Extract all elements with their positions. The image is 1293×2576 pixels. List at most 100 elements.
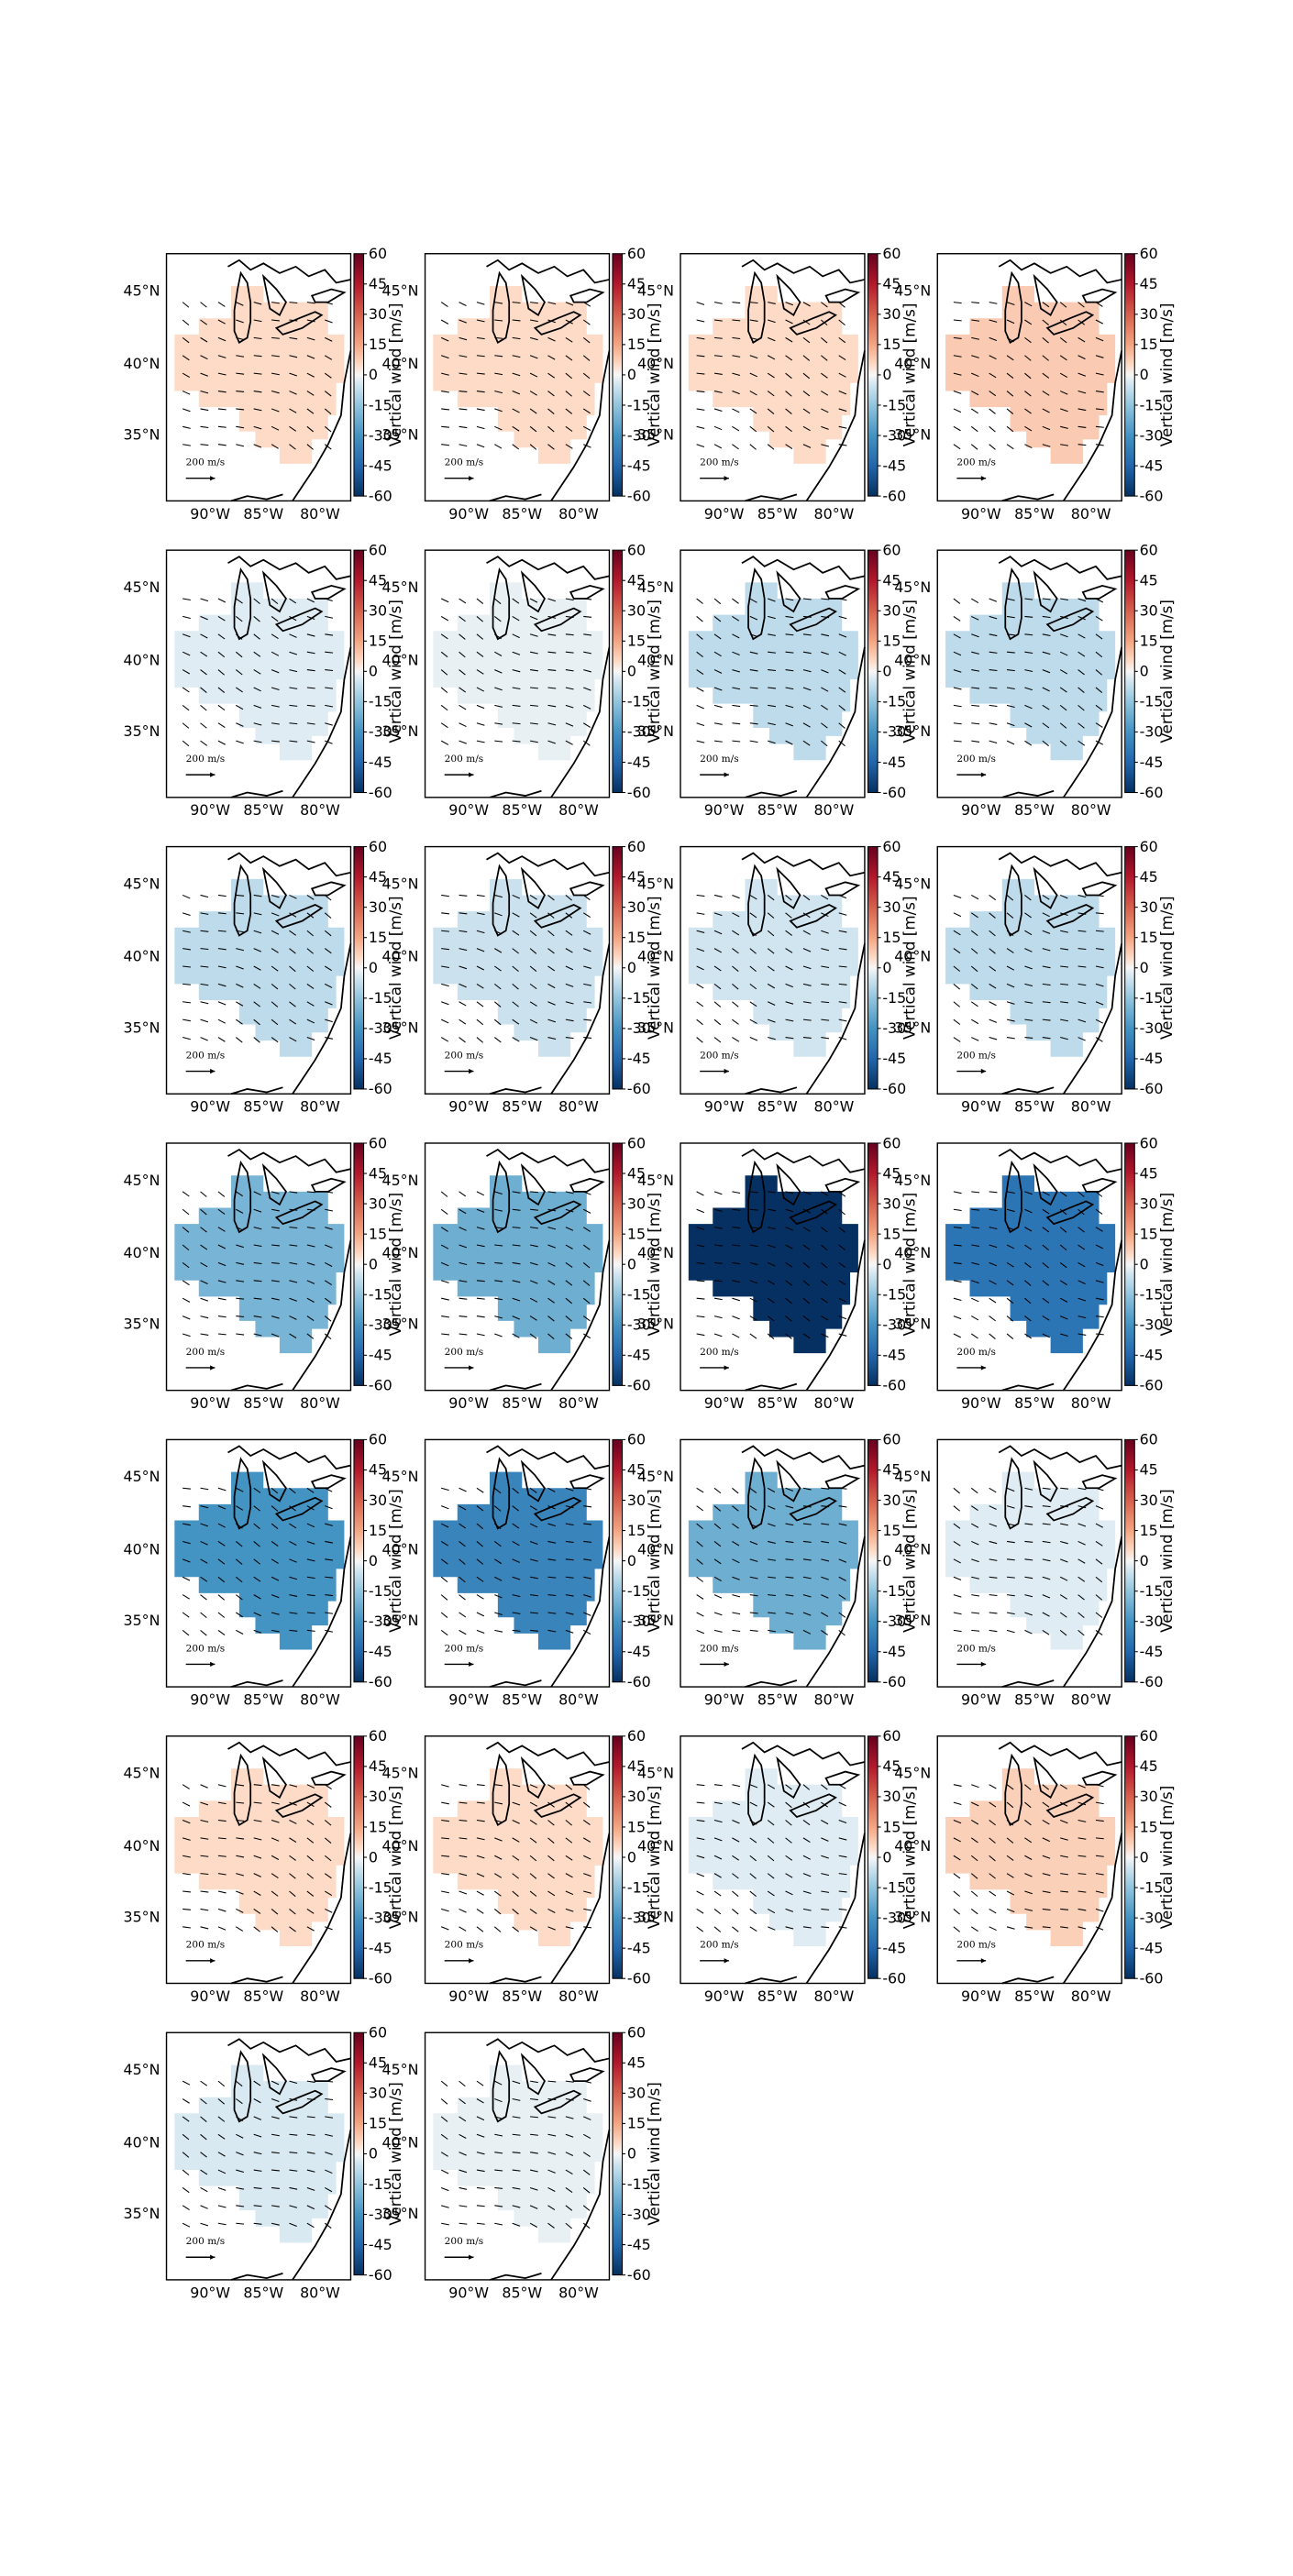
wind-arrow <box>547 372 556 379</box>
colorbar-tick-label: -30 <box>1140 1909 1164 1926</box>
colorbar-tick-label: -60 <box>882 1377 906 1394</box>
wind-arrow <box>289 1558 297 1563</box>
coastline <box>492 270 511 344</box>
wind-arrow <box>802 1262 811 1269</box>
lon-label: 90°W <box>190 2284 230 2301</box>
wind-arrow <box>200 2186 208 2193</box>
wind-arrow <box>529 1784 538 1789</box>
coastline <box>274 1496 324 1522</box>
wind-arrow <box>565 598 574 601</box>
wind-arrow <box>713 1541 722 1547</box>
reference-arrowhead <box>469 476 474 481</box>
colorbar <box>867 549 879 794</box>
wind-arrow <box>253 1612 261 1617</box>
colorbar-tick-label: -30 <box>627 1909 651 1926</box>
wind-arrow <box>971 1523 979 1528</box>
wind-arrow <box>732 1873 739 1879</box>
colorbar-label: Vertical wind [m/s] <box>901 1489 919 1633</box>
wind-arrow <box>200 687 207 693</box>
wind-arrow <box>565 2169 573 2175</box>
colorbar-tick-label: -60 <box>627 1080 651 1097</box>
wind-arrow <box>200 1208 207 1216</box>
wind-arrow <box>494 1541 502 1547</box>
wind-arrow <box>696 1890 704 1896</box>
lon-label: 85°W <box>1014 1098 1055 1116</box>
wind-arrow <box>529 615 538 621</box>
lon-label: 80°W <box>814 1394 855 1412</box>
wind-arrow <box>271 2205 280 2207</box>
reference-arrowhead <box>724 476 729 481</box>
wind-arrow <box>1095 1333 1104 1336</box>
map-frame <box>165 845 352 1095</box>
wind-arrow <box>494 2098 503 2103</box>
wind-arrow <box>459 1001 467 1007</box>
wind-arrow <box>1078 948 1087 951</box>
wind-arrow <box>200 2116 207 2122</box>
wind-arrow <box>200 355 208 360</box>
wind-arrow <box>1095 633 1103 640</box>
wind-arrow <box>821 983 830 985</box>
coastline <box>310 2067 347 2083</box>
wind-arrow <box>236 2098 243 2105</box>
coastline <box>520 1756 546 1800</box>
wind-arrow <box>547 1244 556 1249</box>
coastline <box>569 1770 605 1786</box>
coastline <box>274 2089 324 2115</box>
colorbar-tick-label: 15 <box>882 1522 901 1539</box>
wind-arrow <box>547 1558 557 1561</box>
coastline <box>1001 789 1055 798</box>
wind-arrow <box>271 372 280 376</box>
lat-label: 35°N <box>637 425 674 443</box>
wind-arrow <box>459 2116 467 2122</box>
wind-arrow <box>253 1505 260 1512</box>
wind-arrow <box>324 425 332 433</box>
lon-label: 90°W <box>961 1987 1001 2005</box>
map-frame <box>165 2031 352 2281</box>
wind-arrow <box>582 1297 591 1305</box>
wind-arrow <box>732 983 739 990</box>
wind-arrow <box>989 444 996 450</box>
wind-arrow <box>767 1926 776 1931</box>
wind-arrow <box>732 704 741 708</box>
colorbar-tick-label: 30 <box>1140 305 1158 323</box>
wind-arrow <box>476 2133 485 2138</box>
wind-arrow <box>459 1523 467 1529</box>
lat-label: 40°N <box>382 1244 419 1261</box>
wind-arrow <box>732 1855 740 1861</box>
wind-arrow <box>324 895 332 901</box>
lon-label: 85°W <box>243 2284 283 2301</box>
wind-arrow <box>1024 948 1033 952</box>
lon-label: 85°W <box>243 1690 283 1708</box>
wind-arrow <box>325 2097 334 2101</box>
wind-arrow <box>953 1316 962 1320</box>
wind-arrow <box>289 1926 296 1932</box>
wind-arrow <box>767 1784 776 1789</box>
colorbar-tick-label: 0 <box>627 1848 636 1866</box>
wind-arrow <box>989 1208 998 1212</box>
wind-arrow <box>200 319 207 325</box>
colorbar-tick-label: -45 <box>882 1347 906 1364</box>
colorbar-tick-label: -30 <box>627 723 651 741</box>
wind-arrow <box>459 740 468 744</box>
wind-arrow <box>289 740 298 743</box>
coastline <box>230 493 283 502</box>
wind-region <box>433 1768 603 1946</box>
wind-arrow <box>713 1505 722 1512</box>
wind-arrow <box>565 444 573 449</box>
wind-arrow <box>253 2205 262 2207</box>
wind-arrow <box>476 669 484 675</box>
map-frame <box>680 1438 866 1688</box>
wind-arrow <box>713 740 723 743</box>
colorbar-tick-label: -45 <box>627 1347 651 1364</box>
wind-arrow <box>217 2133 226 2140</box>
wind-arrow <box>512 1558 520 1563</box>
coastline <box>741 852 866 877</box>
lat-label: 45°N <box>382 1468 419 1485</box>
colorbar-tick-label: 60 <box>882 1134 901 1151</box>
wind-region <box>433 2064 603 2243</box>
lat-label: 45°N <box>637 1172 674 1189</box>
wind-arrow <box>306 1908 315 1914</box>
wind-arrow <box>236 1612 243 1618</box>
lon-label: 80°W <box>558 505 599 523</box>
wind-arrow <box>253 355 262 358</box>
